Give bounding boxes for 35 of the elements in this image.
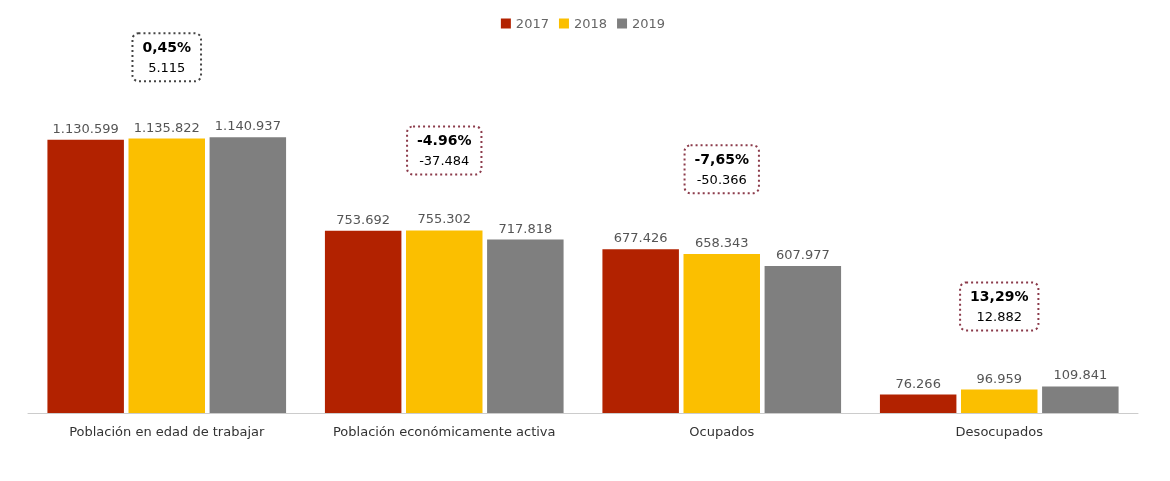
data-label: 717.818 <box>498 220 553 236</box>
data-label: 755.302 <box>417 211 472 227</box>
bar <box>1042 386 1119 413</box>
bar <box>209 137 287 413</box>
x-tick-label: Población económicamente activa <box>332 424 556 439</box>
x-tick-label: Desocupados <box>955 424 1044 439</box>
x-tick-label: Ocupados <box>689 424 755 439</box>
text: 0,45% 5.115 <box>142 39 192 75</box>
annotation: -4.96% -37.484 <box>417 132 472 168</box>
bar <box>879 394 957 413</box>
data-label: 658.343 <box>694 234 749 250</box>
legend-label: 2017 <box>515 16 549 31</box>
bar <box>487 239 564 413</box>
annotation: 13,29% 12.882 <box>970 288 1029 324</box>
data-label: 753.692 <box>336 211 391 227</box>
bar <box>602 249 679 413</box>
data-label: 1.130.599 <box>52 120 119 136</box>
x-tick-label: Población en edad de trabajar <box>69 424 265 439</box>
bar <box>324 230 402 413</box>
data-label: 1.135.822 <box>133 119 200 135</box>
data-label: 1.140.937 <box>214 118 281 134</box>
data-label: 607.977 <box>775 247 830 263</box>
annotation: -7,65% -50.366 <box>694 151 749 187</box>
bar <box>764 266 842 413</box>
data-label: 76.266 <box>895 375 941 391</box>
data-label: 109.841 <box>1053 367 1108 383</box>
bar <box>406 230 483 413</box>
bar <box>961 389 1038 413</box>
data-label: 96.959 <box>976 370 1022 386</box>
bar <box>683 253 760 413</box>
legend-label: 2018 <box>573 16 608 31</box>
legend-label: 2019 <box>632 16 666 31</box>
data-label: 677.426 <box>613 230 668 246</box>
bar <box>128 138 205 413</box>
bar <box>47 139 124 413</box>
